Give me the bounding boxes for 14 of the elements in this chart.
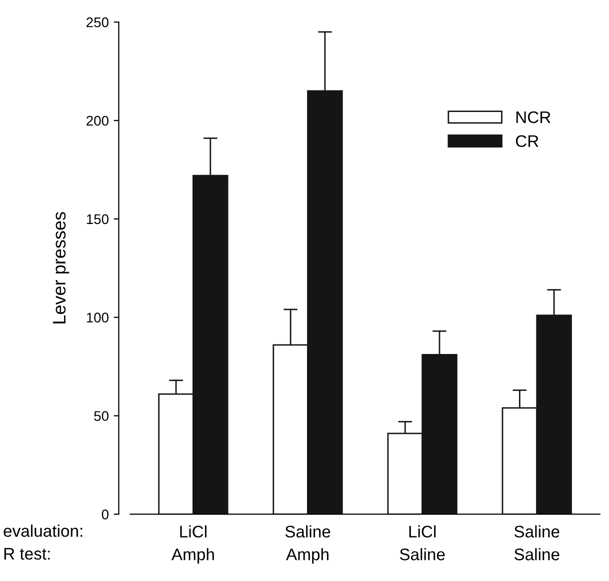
text: evaluation: R test: (4, 524, 82, 560)
y-tick-label: 0 (102, 510, 108, 520)
x-tick-label: LiCl Saline (400, 525, 445, 560)
legend-label: NCR (516, 111, 550, 124)
x-tick-label: Saline Amph (285, 525, 330, 564)
y-tick-label: 50 (94, 411, 108, 421)
y-tick-label: 150 (86, 214, 108, 224)
legend-label: CR (516, 135, 538, 148)
x-tick-label: Saline Saline (514, 525, 560, 560)
y-tick-label: 200 (86, 116, 108, 126)
y-tick-label: 250 (86, 17, 108, 28)
x-tick-label: LiCl Amph (171, 525, 214, 564)
y-tick-label: 100 (86, 312, 108, 323)
y-axis-title: Lever presses (53, 212, 70, 324)
